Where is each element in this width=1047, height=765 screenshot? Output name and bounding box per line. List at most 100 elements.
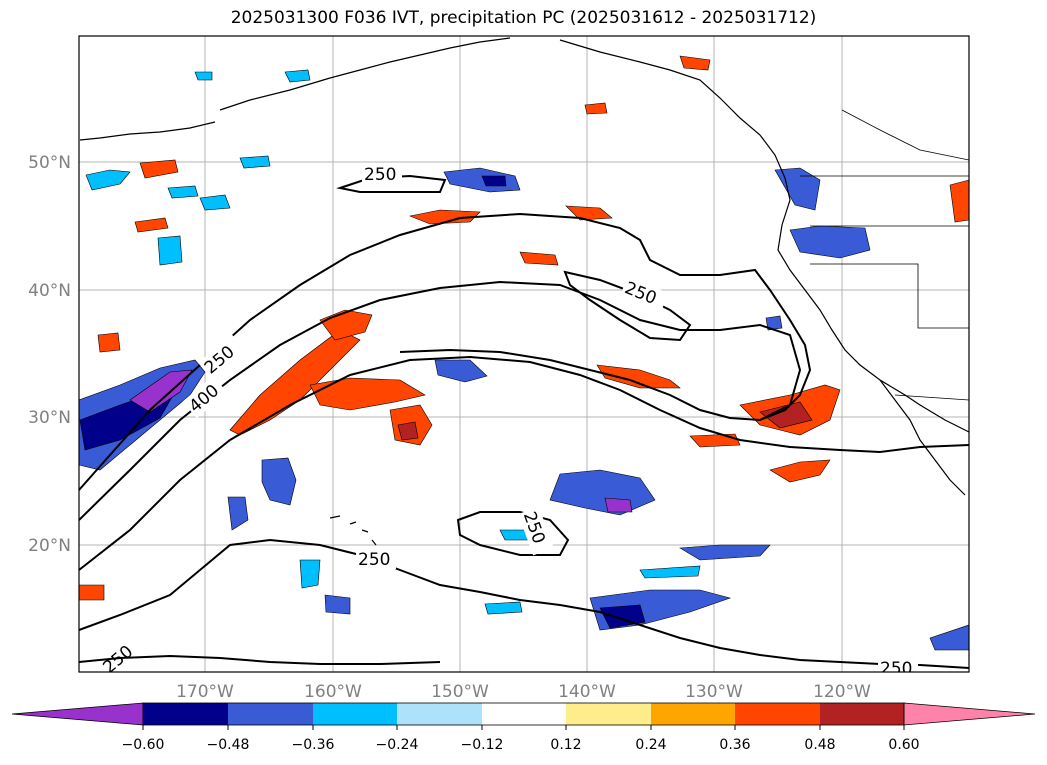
- ivt-contour-250-north: [79, 212, 812, 491]
- colorbar: −0.60 −0.48 −0.36 −0.24 −0.12 0.12 0.24 …: [11, 702, 1036, 753]
- negative-precip-patch: [129, 369, 193, 413]
- negative-precip-patch: [199, 194, 231, 211]
- colorbar-extend-low: [11, 702, 144, 726]
- negative-precip-patch: [261, 457, 297, 506]
- positive-precip-patch: [759, 401, 813, 429]
- colorbar-segment: [735, 703, 820, 725]
- colorbar-label: −0.48: [207, 737, 250, 753]
- lon-label: 140°W: [558, 682, 616, 702]
- gridlines: [79, 36, 969, 672]
- negative-precip-patch: [789, 225, 871, 259]
- negative-precip-patch: [299, 559, 321, 589]
- positive-precip-patch: [97, 332, 121, 353]
- colorbar-segment: [566, 703, 651, 725]
- colorbar-label: −0.12: [461, 737, 504, 753]
- negative-precip-patch: [157, 235, 183, 266]
- colorbar-label: 0.12: [550, 737, 581, 753]
- lon-label: 160°W: [304, 682, 362, 702]
- contour-label: 250: [358, 550, 390, 570]
- negative-precip-patch: [929, 624, 969, 651]
- lon-label: 120°W: [813, 682, 871, 702]
- colorbar-label: 0.60: [888, 737, 919, 753]
- negative-precip-patch: [604, 497, 633, 513]
- ivt-contour-400: [79, 280, 802, 521]
- ivt-contour-250-lower: [456, 511, 570, 556]
- gulf-of-alaska-coast: [559, 39, 969, 433]
- chart-title: 2025031300 F036 IVT, precipitation PC (2…: [230, 8, 817, 28]
- ivt-contours: [79, 174, 969, 669]
- negative-precip-patch: [434, 359, 488, 383]
- negative-precip-patch: [765, 315, 783, 331]
- negative-precip-patch: [227, 496, 249, 531]
- ivt-contour-250-south: [79, 355, 969, 571]
- lat-label: 20°N: [28, 536, 71, 556]
- negative-precip-patch: [443, 167, 521, 193]
- canada-interior: [841, 109, 969, 161]
- us-mexico-border: [894, 394, 969, 401]
- colorbar-frame: [142, 702, 905, 726]
- positive-precip-patch: [229, 329, 361, 436]
- colorbar-segment: [482, 703, 566, 725]
- precip-anomaly-patches: [79, 55, 969, 651]
- lat-label: 50°N: [28, 153, 71, 173]
- negative-precip-patch: [549, 469, 656, 516]
- negative-precip-patch: [484, 601, 523, 615]
- political-borders: [800, 109, 969, 401]
- positive-precip-patch: [949, 179, 969, 223]
- negative-precip-patch: [481, 175, 507, 187]
- colorbar-segment: [397, 703, 482, 725]
- baja-coast: [879, 379, 966, 496]
- colorbar-label: −0.24: [376, 737, 419, 753]
- colorbar-extend-high: [903, 702, 1036, 726]
- negative-precip-patch: [167, 185, 199, 199]
- positive-precip-patch: [134, 217, 169, 233]
- colorbar-label: 0.48: [804, 737, 835, 753]
- lon-label: 130°W: [685, 682, 743, 702]
- colorbar-segment: [313, 703, 397, 725]
- positive-precip-patch: [565, 205, 613, 221]
- colorbar-segment: [820, 703, 904, 725]
- alaska-peninsula: [79, 121, 216, 141]
- contour-label: 250: [519, 509, 549, 546]
- ivt-contour-250-southern: [79, 538, 969, 669]
- positive-precip-patch: [139, 159, 179, 179]
- latitude-labels: 50°N 40°N 30°N 20°N: [28, 153, 71, 556]
- positive-precip-patch: [309, 377, 426, 411]
- state-border-california: [810, 263, 969, 329]
- negative-precip-patch: [639, 565, 701, 579]
- map-plot-area: 250 250 250 400 250 250 250 250: [79, 36, 969, 679]
- positive-precip-patch: [319, 309, 373, 341]
- colorbar-segment: [228, 703, 313, 725]
- negative-precip-patch: [239, 155, 271, 169]
- colorbar-segment: [651, 703, 735, 725]
- lon-label: 150°W: [431, 682, 489, 702]
- lat-label: 40°N: [28, 281, 71, 301]
- longitude-labels: 170°W 160°W 150°W 140°W 130°W 120°W: [176, 682, 871, 702]
- colorbar-label: 0.36: [719, 737, 750, 753]
- positive-precip-patch: [596, 364, 681, 389]
- ivt-contour-250-southwest: [79, 654, 441, 665]
- colorbar-label: −0.36: [292, 737, 335, 753]
- contour-label: 250: [622, 278, 660, 309]
- colorbar-label: 0.24: [635, 737, 666, 753]
- negative-precip-patch: [194, 71, 213, 81]
- contour-label: 250: [880, 659, 912, 679]
- positive-precip-patch: [679, 55, 711, 71]
- colorbar-ticks: [142, 725, 905, 730]
- negative-precip-patch: [284, 69, 311, 83]
- positive-precip-patch: [769, 459, 831, 483]
- lat-label: 30°N: [28, 408, 71, 428]
- colorbar-labels: −0.60 −0.48 −0.36 −0.24 −0.12 0.12 0.24 …: [122, 737, 920, 753]
- coastlines: [79, 37, 969, 546]
- positive-precip-patch: [397, 421, 419, 441]
- hawaii-islands: [329, 515, 377, 546]
- positive-precip-patch: [689, 433, 741, 448]
- positive-precip-patch: [519, 251, 559, 266]
- positive-precip-patch: [584, 102, 608, 115]
- negative-precip-patch: [679, 544, 771, 561]
- negative-precip-patch: [774, 167, 821, 211]
- alaska-coastline: [219, 37, 511, 111]
- negative-precip-patch: [324, 594, 351, 615]
- contour-label: 250: [364, 165, 396, 185]
